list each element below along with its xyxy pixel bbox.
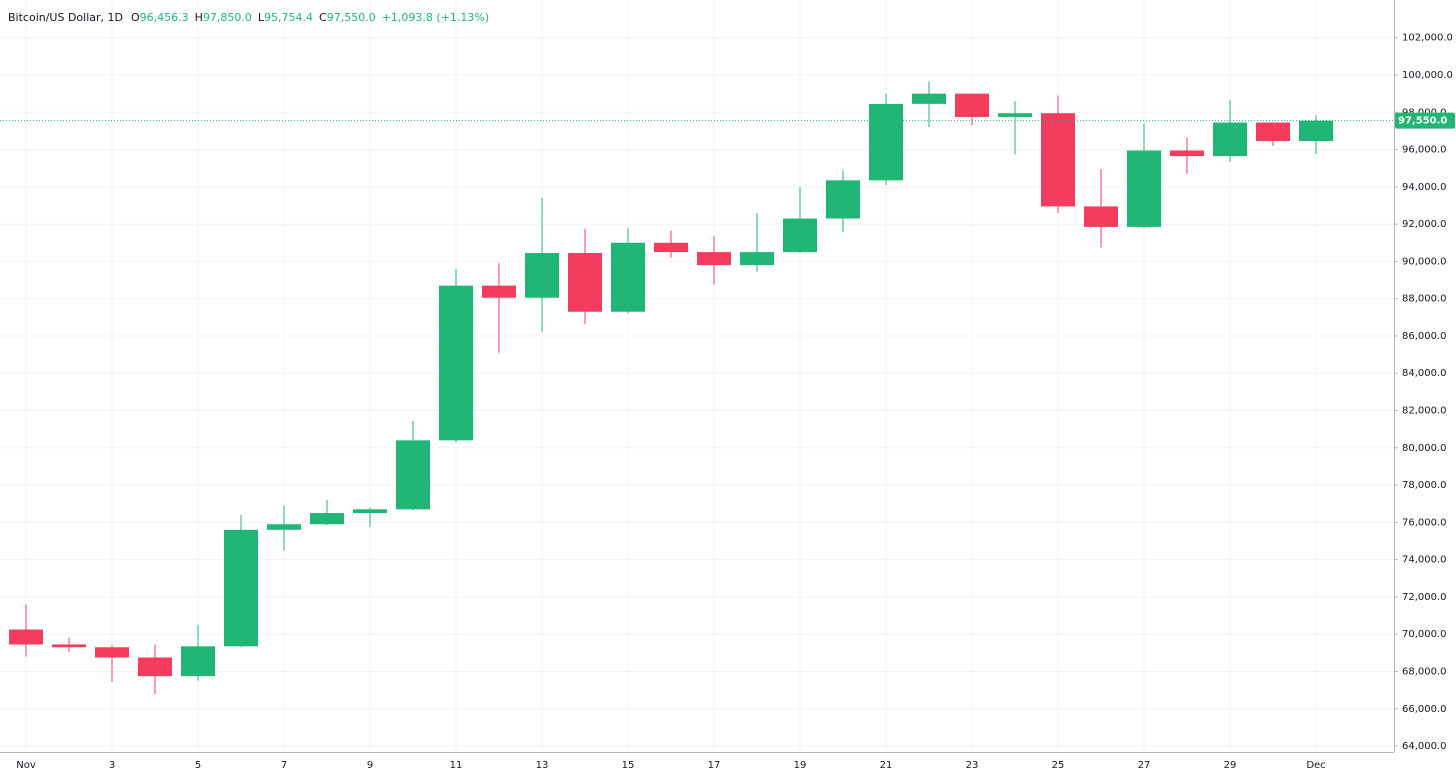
candle-body — [1299, 120, 1333, 142]
x-tick-label: Dec — [1306, 760, 1325, 771]
legend-value: 97,550.0 — [327, 11, 376, 24]
candle-body — [912, 93, 946, 104]
candle-body — [525, 253, 559, 298]
last-price-label: 97,550.0 — [1398, 116, 1447, 127]
y-tick-label: 76,000.0 — [1402, 517, 1447, 528]
candle-body — [611, 242, 645, 312]
candle-body — [1041, 113, 1075, 207]
legend-change: +1,093.8 (+1.13%) — [382, 11, 489, 24]
candle-body — [439, 285, 473, 441]
y-tick-label: 70,000.0 — [1402, 629, 1447, 640]
y-tick-label: 64,000.0 — [1402, 741, 1447, 752]
x-tick-label: 23 — [966, 760, 979, 771]
legend-label: C — [319, 11, 327, 24]
x-tick-label: 19 — [794, 760, 807, 771]
candle-body — [998, 113, 1032, 117]
y-tick-label: 90,000.0 — [1402, 256, 1447, 267]
y-tick-label: 96,000.0 — [1402, 145, 1447, 156]
y-tick-label: 100,000.0 — [1402, 70, 1453, 81]
candle-body — [95, 647, 129, 658]
candle-body — [654, 242, 688, 253]
y-tick-label: 102,000.0 — [1402, 33, 1453, 44]
y-tick-label: 84,000.0 — [1402, 368, 1447, 379]
candle-body — [353, 509, 387, 514]
candle-body — [1256, 122, 1290, 142]
y-tick-label: 72,000.0 — [1402, 592, 1447, 603]
candle-body — [869, 103, 903, 181]
chart-title: Bitcoin/US Dollar, 1D — [8, 11, 123, 24]
last-price-tag — [1395, 112, 1455, 129]
candle-body — [224, 529, 258, 647]
x-tick-label: Nov — [16, 760, 36, 771]
legend-value: 95,754.4 — [264, 11, 313, 24]
x-tick-label: 29 — [1224, 760, 1237, 771]
x-tick-label: 27 — [1138, 760, 1151, 771]
y-tick-label: 68,000.0 — [1402, 666, 1447, 677]
candle-body — [396, 440, 430, 510]
y-tick-label: 78,000.0 — [1402, 480, 1447, 491]
x-tick-label: 13 — [536, 760, 549, 771]
y-tick-label: 74,000.0 — [1402, 555, 1447, 566]
candle-body — [482, 285, 516, 298]
candle-body — [826, 180, 860, 219]
candle-body — [181, 646, 215, 677]
x-tick-label: 21 — [880, 760, 893, 771]
y-tick-label: 80,000.0 — [1402, 443, 1447, 454]
x-tick-label: 25 — [1052, 760, 1065, 771]
candle-body — [1084, 206, 1118, 227]
y-tick-label: 94,000.0 — [1402, 182, 1447, 193]
candle-body — [9, 629, 43, 645]
candle-body — [138, 657, 172, 677]
candle-body — [783, 218, 817, 253]
x-tick-label: 9 — [367, 760, 373, 771]
candle-body — [955, 93, 989, 117]
candle-body — [568, 253, 602, 312]
candle-body — [267, 524, 301, 530]
y-tick-label: 82,000.0 — [1402, 406, 1447, 417]
legend-value: 97,850.0 — [203, 11, 252, 24]
x-tick-label: 5 — [195, 760, 201, 771]
y-tick-label: 66,000.0 — [1402, 704, 1447, 715]
x-tick-label: 7 — [281, 760, 287, 771]
candle-body — [1170, 150, 1204, 157]
candle-body — [740, 252, 774, 266]
candle-body — [52, 644, 86, 648]
x-tick-label: 17 — [708, 760, 721, 771]
candle-body — [1213, 122, 1247, 157]
x-tick-label: 15 — [622, 760, 635, 771]
x-tick-label: 3 — [109, 760, 115, 771]
legend-label: L — [258, 11, 265, 24]
y-tick-label: 88,000.0 — [1402, 294, 1447, 305]
legend-value: 96,456.3 — [140, 11, 189, 24]
legend-label: O — [131, 11, 140, 24]
legend-label: H — [195, 11, 203, 24]
y-tick-label: 92,000.0 — [1402, 219, 1447, 230]
candle-body — [697, 252, 731, 266]
candle-body — [310, 513, 344, 525]
y-tick-label: 86,000.0 — [1402, 331, 1447, 342]
candle-body — [1127, 150, 1161, 227]
x-tick-label: 11 — [450, 760, 463, 771]
